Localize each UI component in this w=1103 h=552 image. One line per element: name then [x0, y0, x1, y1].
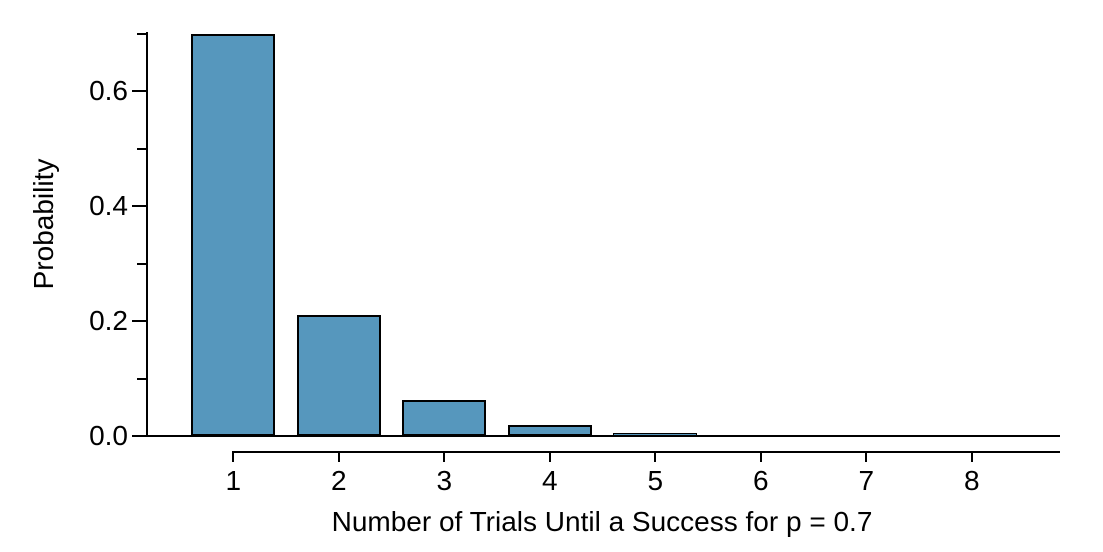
y-tick-label: 0.0	[89, 420, 128, 451]
x-tick-1	[232, 452, 235, 462]
x-tick-3	[443, 452, 446, 462]
y-tick-label: 0.6	[89, 75, 128, 106]
x-axis-line	[232, 451, 1060, 453]
bar-6	[718, 435, 803, 436]
bar-1	[191, 33, 276, 436]
x-tick-label: 5	[647, 465, 664, 496]
bar-5	[613, 432, 698, 436]
y-tick-label: 0.2	[89, 305, 128, 336]
x-tick-label: 8	[964, 465, 980, 496]
bar-3	[402, 399, 487, 436]
y-major-tick-0.6	[132, 90, 146, 92]
x-tick-label: 3	[436, 465, 453, 496]
y-minor-tick	[137, 377, 146, 380]
x-tick-6	[759, 452, 762, 462]
x-tick-label: 2	[331, 465, 347, 496]
y-tick-label: 0.4	[89, 190, 128, 221]
x-tick-8	[970, 452, 973, 462]
x-tick-label: 4	[542, 465, 558, 496]
x-tick-2	[337, 452, 340, 462]
x-axis-title: Number of Trials Until a Success for p =…	[331, 506, 873, 537]
x-tick-label: 7	[858, 465, 875, 496]
y-minor-tick	[137, 147, 146, 150]
x-tick-label: 6	[753, 465, 769, 496]
bar-2	[296, 315, 381, 437]
x-tick-7	[865, 452, 868, 462]
x-tick-5	[654, 452, 657, 462]
y-minor-tick	[137, 262, 146, 265]
x-tick-4	[548, 452, 551, 462]
y-major-tick-0.0	[132, 435, 146, 437]
x-baseline	[134, 435, 1060, 437]
y-major-tick-0.2	[132, 320, 146, 322]
bar-4	[507, 425, 592, 436]
x-tick-label: 1	[225, 465, 242, 496]
y-major-tick-0.4	[132, 205, 146, 207]
y-minor-tick	[137, 32, 146, 35]
y-axis-line	[146, 32, 148, 437]
